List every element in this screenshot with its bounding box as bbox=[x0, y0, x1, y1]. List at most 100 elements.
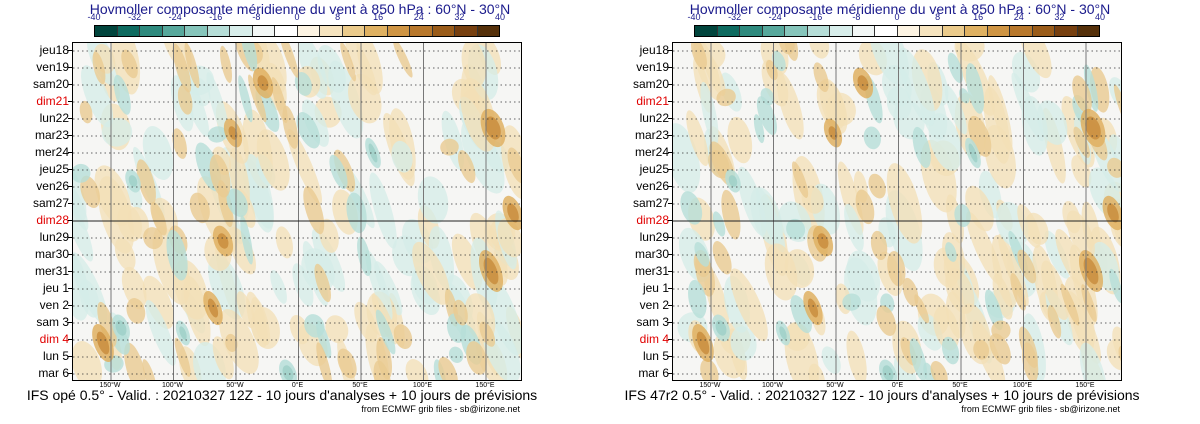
y-tick-mark bbox=[668, 254, 672, 255]
positive-anomaly bbox=[712, 241, 732, 275]
positive-anomaly bbox=[721, 189, 741, 240]
positive-core bbox=[696, 331, 710, 355]
y-tick-mark bbox=[668, 101, 672, 102]
positive-anomaly bbox=[356, 43, 383, 94]
negative-core bbox=[115, 320, 127, 336]
colorbar-tick-label: -24 bbox=[768, 12, 782, 22]
colorbar bbox=[694, 25, 1100, 37]
negative-anomaly bbox=[786, 218, 806, 240]
x-tick-label: 50°E bbox=[352, 382, 368, 389]
y-tick-label: mar23 bbox=[634, 128, 669, 142]
colorbar-segment bbox=[785, 26, 808, 36]
y-tick-mark bbox=[68, 67, 72, 68]
positive-anomaly bbox=[275, 226, 294, 259]
positive-anomaly bbox=[142, 359, 157, 380]
positive-anomaly bbox=[461, 43, 487, 88]
positive-anomaly bbox=[703, 53, 726, 96]
colorbar-tick-label: 40 bbox=[494, 12, 506, 22]
x-tick-label: 50°E bbox=[952, 382, 968, 389]
y-tick-mark bbox=[668, 356, 672, 357]
chart-footer: IFS opé 0.5° - Valid. : 20210327 12Z - 1… bbox=[26, 387, 538, 403]
colorbar-segment bbox=[477, 26, 499, 36]
y-tick-label: dim 4 bbox=[39, 332, 69, 346]
negative-anomaly bbox=[244, 154, 274, 233]
positive-anomaly bbox=[973, 339, 990, 360]
positive-anomaly bbox=[97, 176, 135, 254]
positive-anomaly bbox=[808, 363, 826, 380]
x-tick-label: 150°W bbox=[99, 382, 121, 389]
y-tick-label: sam 3 bbox=[636, 315, 669, 329]
positive-anomaly bbox=[727, 116, 753, 164]
y-tick-mark bbox=[668, 169, 672, 170]
hovmoller-chart-ope: Hovmoller composante méridienne du vent … bbox=[26, 1, 538, 414]
y-tick-label: mar23 bbox=[34, 128, 69, 142]
negative-anomaly bbox=[80, 65, 114, 128]
negative-core bbox=[128, 175, 138, 187]
positive-anomaly bbox=[136, 159, 156, 205]
negative-anomaly bbox=[142, 126, 174, 180]
positive-anomaly bbox=[143, 227, 163, 250]
colorbar-tick-label: 0 bbox=[294, 12, 300, 22]
positive-anomaly bbox=[868, 173, 886, 199]
negative-anomaly bbox=[756, 96, 777, 135]
positive-anomaly bbox=[174, 337, 191, 377]
y-tick-mark bbox=[68, 322, 72, 323]
x-tick-label: 0°E bbox=[291, 382, 304, 389]
colorbar-segment bbox=[117, 26, 140, 36]
colorbar-segment bbox=[762, 26, 785, 36]
positive-anomaly bbox=[876, 305, 897, 336]
negative-anomaly bbox=[369, 172, 397, 249]
negative-core bbox=[179, 326, 187, 340]
positive-anomaly bbox=[271, 77, 288, 124]
positive-core bbox=[807, 298, 819, 318]
positive-anomaly bbox=[1017, 249, 1037, 284]
y-tick-mark bbox=[668, 67, 672, 68]
positive-anomaly bbox=[405, 359, 429, 380]
colorbar-segment bbox=[830, 26, 853, 36]
positive-anomaly bbox=[791, 161, 809, 198]
negative-anomaly bbox=[346, 192, 367, 234]
positive-anomaly bbox=[466, 341, 487, 375]
positive-anomaly bbox=[373, 360, 392, 380]
colorbar-segment bbox=[987, 26, 1010, 36]
positive-anomaly bbox=[184, 43, 200, 89]
y-tick-label: mar30 bbox=[34, 247, 69, 261]
chart-credit: from ECMWF grib files - sb@irizone.net bbox=[961, 404, 1120, 414]
colorbar-segment bbox=[230, 26, 253, 36]
y-tick-mark bbox=[68, 288, 72, 289]
y-tick-label: ven 2 bbox=[639, 298, 669, 312]
colorbar-segment bbox=[162, 26, 185, 36]
chart-title: Hovmoller composante méridienne du vent … bbox=[89, 1, 511, 17]
positive-anomaly bbox=[256, 129, 290, 191]
y-tick-label: sam27 bbox=[632, 196, 669, 210]
negative-anomaly bbox=[226, 188, 248, 217]
negative-anomaly bbox=[433, 359, 447, 380]
negative-anomaly bbox=[753, 114, 765, 144]
negative-anomaly bbox=[712, 211, 726, 237]
positive-anomaly bbox=[700, 358, 719, 380]
y-tick-mark bbox=[68, 118, 72, 119]
y-tick-label: mar 6 bbox=[38, 366, 69, 380]
negative-anomaly bbox=[238, 75, 253, 123]
y-tick-mark bbox=[668, 237, 672, 238]
negative-anomaly bbox=[912, 126, 931, 168]
hovmoller-chart-47r2: Hovmoller composante méridienne du vent … bbox=[600, 0, 1200, 424]
negative-anomaly bbox=[947, 52, 964, 83]
y-tick-label: lun29 bbox=[39, 230, 69, 244]
colorbar-tick-label: 16 bbox=[373, 12, 384, 22]
negative-anomaly bbox=[391, 140, 413, 173]
y-tick-label: mer24 bbox=[634, 145, 669, 159]
positive-core bbox=[483, 257, 499, 285]
hovmoller-field bbox=[673, 43, 1121, 380]
x-tick-label: 0°E bbox=[891, 382, 904, 389]
y-tick-label: dim21 bbox=[36, 94, 69, 108]
positive-anomaly bbox=[236, 291, 255, 329]
positive-anomaly bbox=[1107, 157, 1121, 178]
negative-anomaly bbox=[928, 113, 963, 171]
negative-core bbox=[882, 365, 894, 380]
positive-anomaly bbox=[1010, 273, 1026, 311]
colorbar-tick-label: -32 bbox=[128, 12, 142, 22]
negative-anomaly bbox=[329, 154, 348, 190]
colorbar-segment bbox=[140, 26, 163, 36]
positive-anomaly bbox=[97, 301, 117, 347]
